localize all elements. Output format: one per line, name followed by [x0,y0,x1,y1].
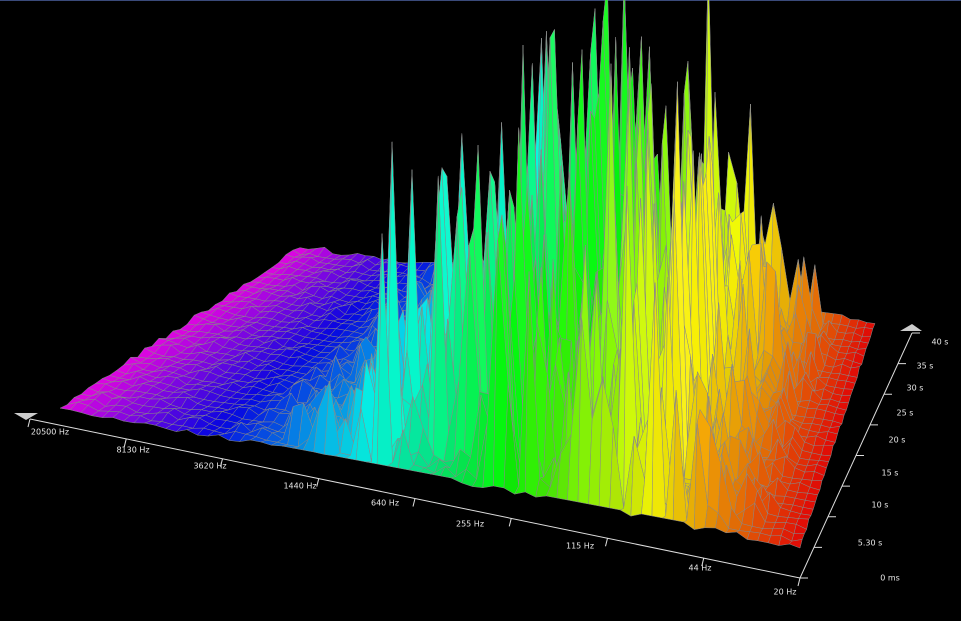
frequency-tick [412,498,416,507]
frequency-label: 44 Hz [689,564,712,573]
frequency-tick [220,458,223,467]
time-label: 20 s [889,436,906,445]
frequency-tick [701,558,705,567]
time-label: 5.30 s [858,539,883,548]
frequency-tick [316,478,320,487]
surface-cell [841,388,854,396]
surface-cell [789,539,803,549]
frequency-label: 115 Hz [566,542,594,551]
surface-cell [820,445,834,457]
frequency-label: 20500 Hz [31,428,69,437]
time-label: 15 s [882,469,899,478]
time-label: 35 s [917,362,934,371]
frequency-label: 8130 Hz [116,446,149,455]
frequency-label: 20 Hz [774,588,797,597]
surface-cell [839,395,852,404]
time-label: 25 s [897,409,914,418]
frequency-tick [605,538,608,547]
time-label: 10 s [872,501,889,510]
time-label: 0 ms [880,574,900,583]
axes: 20500 Hz 8130 Hz 3620 Hz 1440 Hz 640 Hz 255 H… [14,324,948,597]
axis-end-marker [900,324,922,331]
time-label: 40 s [932,338,949,347]
axis-end-marker [14,413,38,420]
time-label: 30 s [907,384,924,393]
frequency-label: 640 Hz [371,499,399,508]
frequency-tick [123,438,127,447]
frequency-label: 3620 Hz [193,462,226,471]
frequency-label: 1440 Hz [283,482,316,491]
surface [59,0,876,549]
frequency-label: 255 Hz [456,520,484,529]
frequency-tick [797,577,801,587]
frequency-tick [27,418,31,428]
frequency-tick [508,518,512,527]
